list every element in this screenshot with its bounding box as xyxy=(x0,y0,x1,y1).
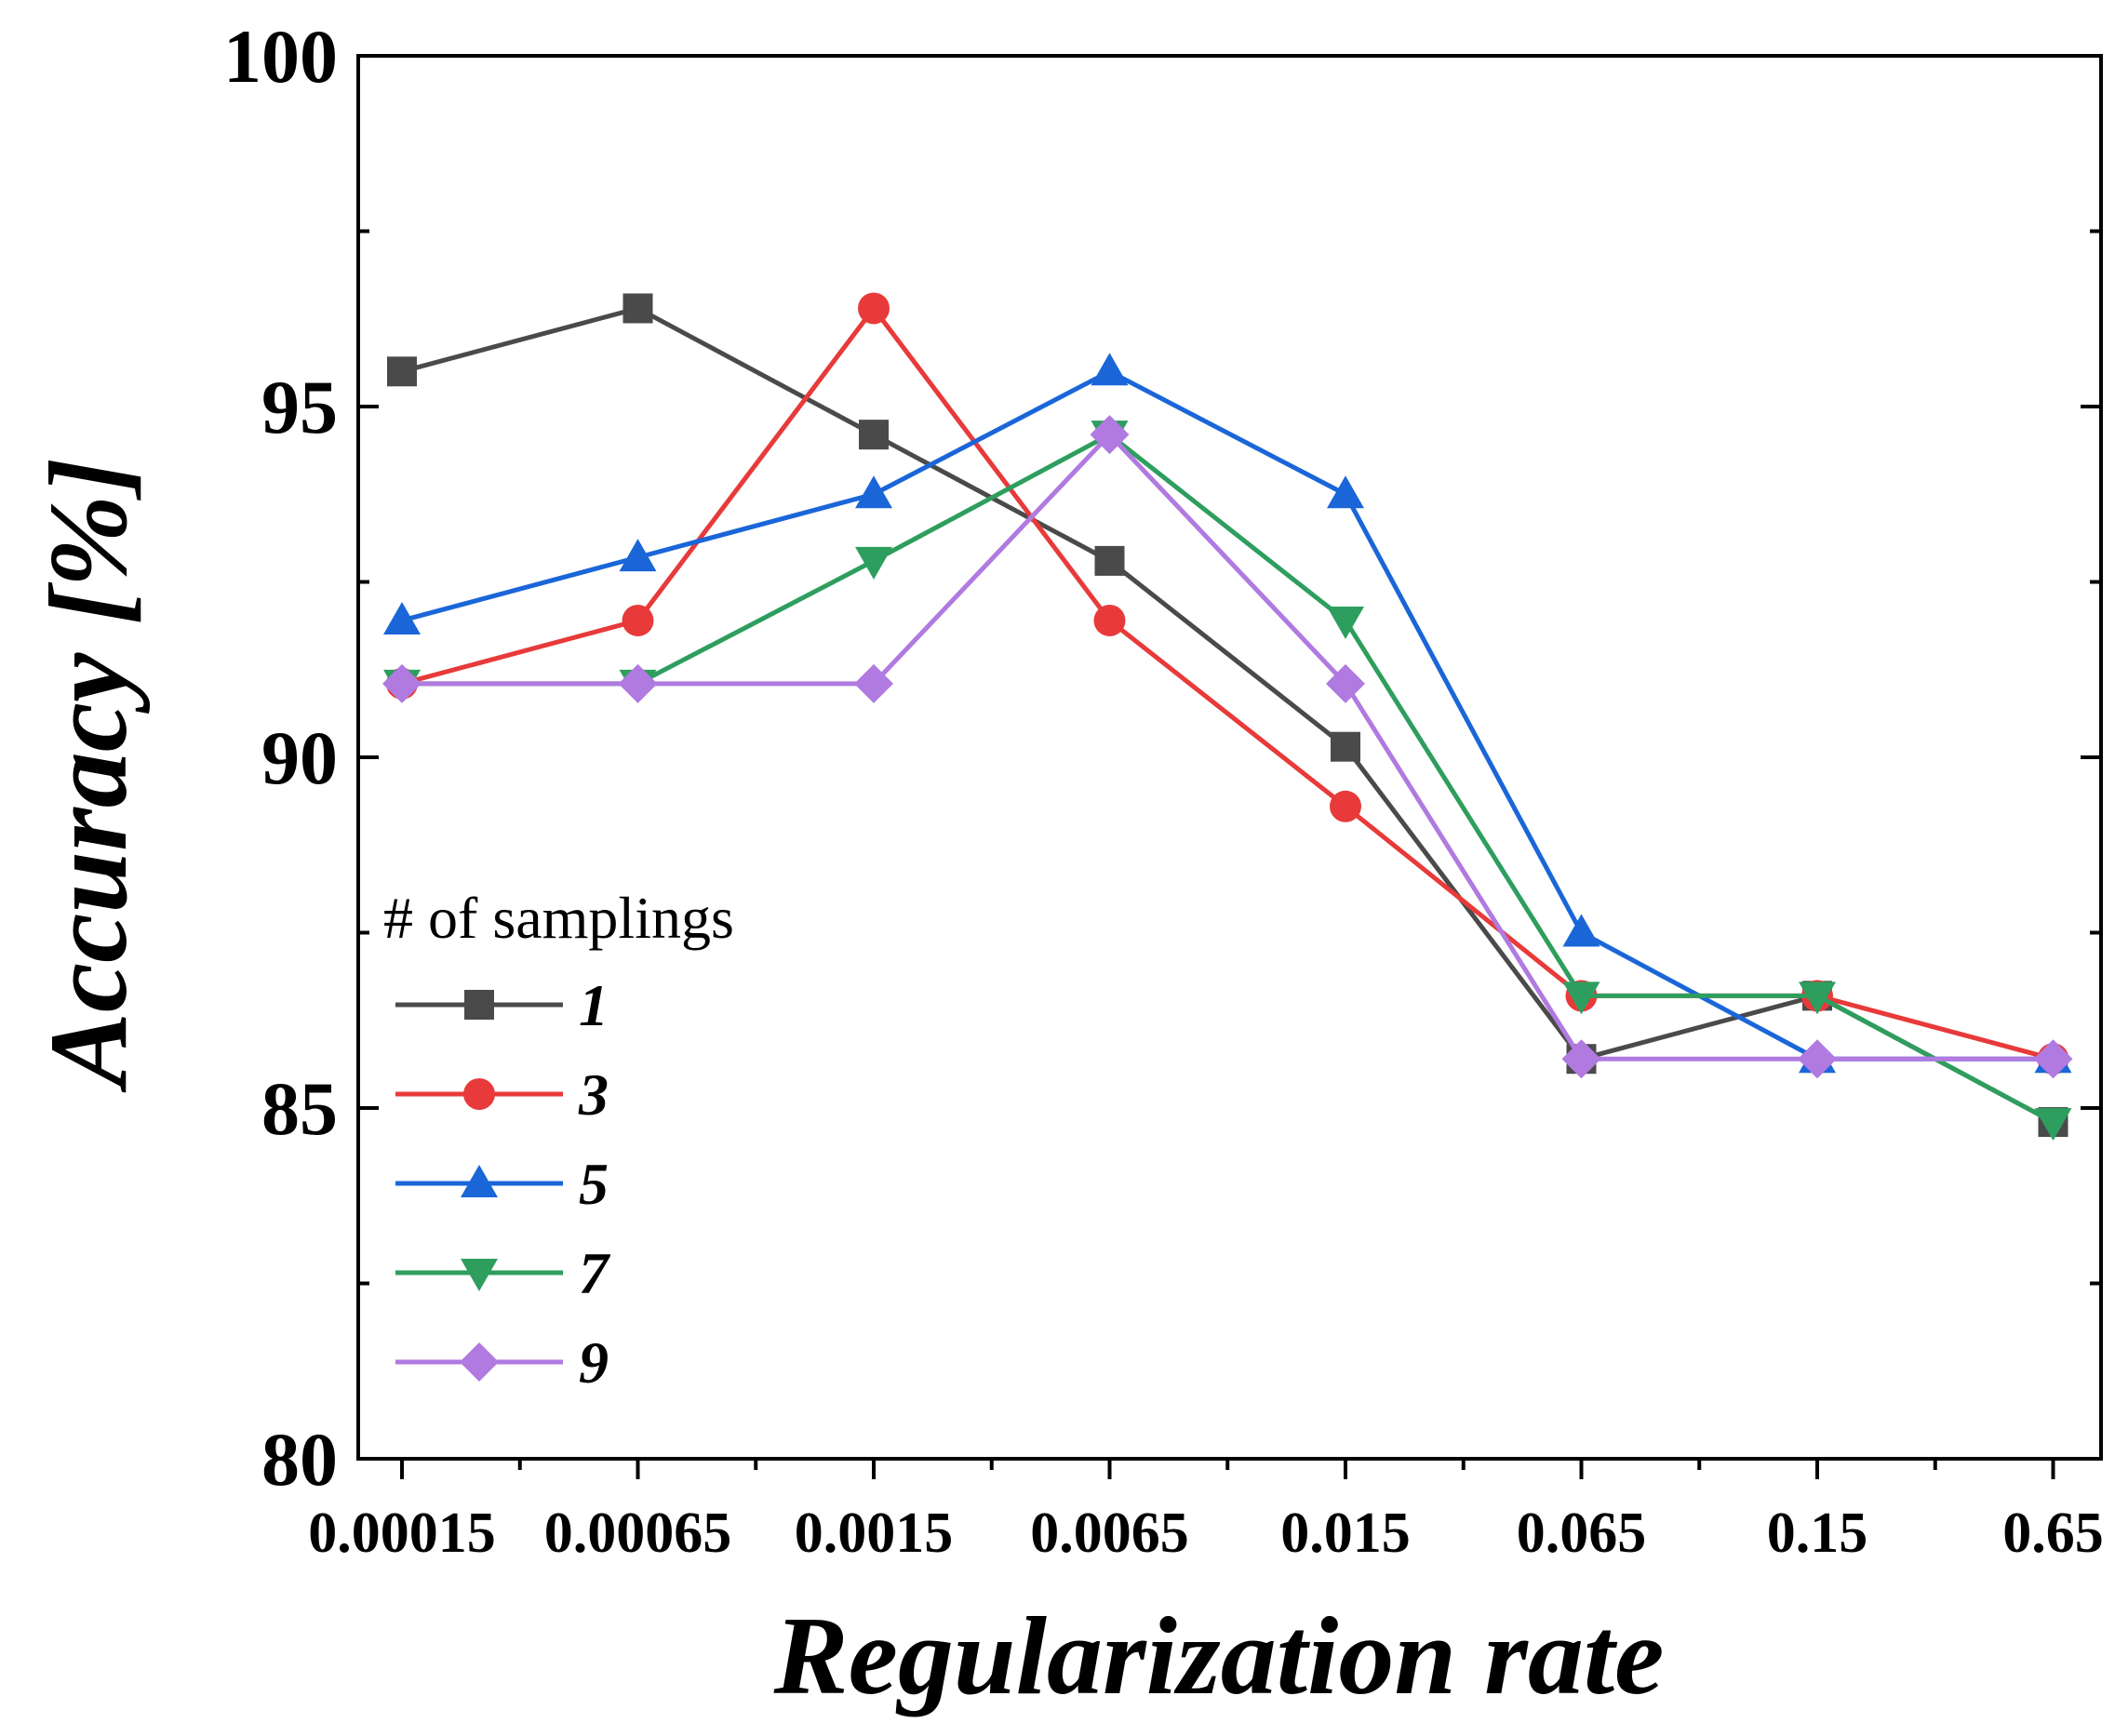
series-7-line xyxy=(402,432,2055,1125)
series-9-point xyxy=(1090,415,1130,455)
series-7 xyxy=(383,421,2072,1142)
legend-swatch-marker xyxy=(461,1259,498,1291)
x-tick-label: 0.065 xyxy=(1517,1502,1647,1565)
series-layer xyxy=(382,292,2073,1142)
series-7-point xyxy=(1327,606,1364,639)
series-9-point xyxy=(2033,1039,2073,1079)
y-tick-label: 100 xyxy=(223,14,338,99)
y-tick-label: 95 xyxy=(261,365,338,449)
y-tick-label: 80 xyxy=(261,1417,338,1502)
legend-label: 7 xyxy=(579,1240,611,1306)
x-tick-label: 0.015 xyxy=(1280,1502,1411,1565)
series-1-point xyxy=(622,293,653,324)
series-5-point xyxy=(1562,914,1600,947)
series-9-point xyxy=(618,663,658,703)
x-tick-label: 0.15 xyxy=(1767,1502,1868,1565)
y-tick-label: 90 xyxy=(261,715,338,800)
series-5-point xyxy=(1327,475,1364,509)
plot-frame xyxy=(356,54,2103,1461)
series-9 xyxy=(382,415,2073,1079)
series-9-line xyxy=(402,432,2054,1062)
legend-swatch-marker xyxy=(464,990,494,1020)
series-9-point xyxy=(854,663,893,703)
y-tick-label: 85 xyxy=(261,1066,338,1151)
x-axis-title: Regularization rate xyxy=(773,1594,1665,1717)
legend-title: # of samplings xyxy=(383,885,734,951)
series-3-point xyxy=(1330,790,1361,822)
series-1-point xyxy=(1331,731,1360,762)
series-3-point xyxy=(1093,604,1126,636)
x-tick-label: 0.00065 xyxy=(544,1502,732,1565)
legend-label: 5 xyxy=(579,1151,609,1217)
series-5-point xyxy=(1091,353,1129,386)
series-3-point xyxy=(858,292,890,325)
series-1-line xyxy=(401,305,2055,1125)
y-axis-title: Accuracy [%] xyxy=(26,458,150,1093)
series-3-point xyxy=(622,604,654,636)
series-9-point xyxy=(1561,1039,1601,1079)
legend-label: 3 xyxy=(578,1062,609,1128)
series-9-point xyxy=(1798,1039,1837,1079)
legend-item-1: 1 xyxy=(395,972,609,1038)
series-5-line xyxy=(401,368,2054,1062)
series-9-point xyxy=(382,663,422,703)
legend-swatch-marker xyxy=(460,1342,499,1382)
series-7-point xyxy=(1799,982,1836,1015)
x-tick-label: 0.0015 xyxy=(795,1502,954,1565)
x-tick-label: 0.0065 xyxy=(1030,1502,1189,1565)
series-1-point xyxy=(1094,545,1125,576)
legend-item-7: 7 xyxy=(395,1240,611,1306)
x-tick-label: 0.00015 xyxy=(308,1502,496,1565)
legend-label: 1 xyxy=(579,972,609,1038)
legend-item-3: 3 xyxy=(395,1062,609,1128)
series-1-point xyxy=(859,420,889,450)
series-5-point xyxy=(383,601,421,634)
series-9-point xyxy=(1326,663,1365,703)
legend: # of samplings 1 3 5 7 9 xyxy=(383,885,734,1395)
series-5-point xyxy=(855,475,892,509)
series-7-point xyxy=(1562,982,1600,1015)
series-7-point xyxy=(855,546,892,580)
legend-item-5: 5 xyxy=(395,1151,609,1217)
legend-label: 9 xyxy=(579,1329,609,1395)
legend-swatch-marker xyxy=(461,1165,498,1197)
x-tick-label: 0.65 xyxy=(2002,1502,2104,1565)
series-5-point xyxy=(619,539,657,572)
legend-item-9: 9 xyxy=(395,1329,609,1395)
series-1-point xyxy=(387,356,417,387)
series-7-point xyxy=(2034,1108,2072,1142)
legend-swatch-marker xyxy=(463,1078,495,1110)
